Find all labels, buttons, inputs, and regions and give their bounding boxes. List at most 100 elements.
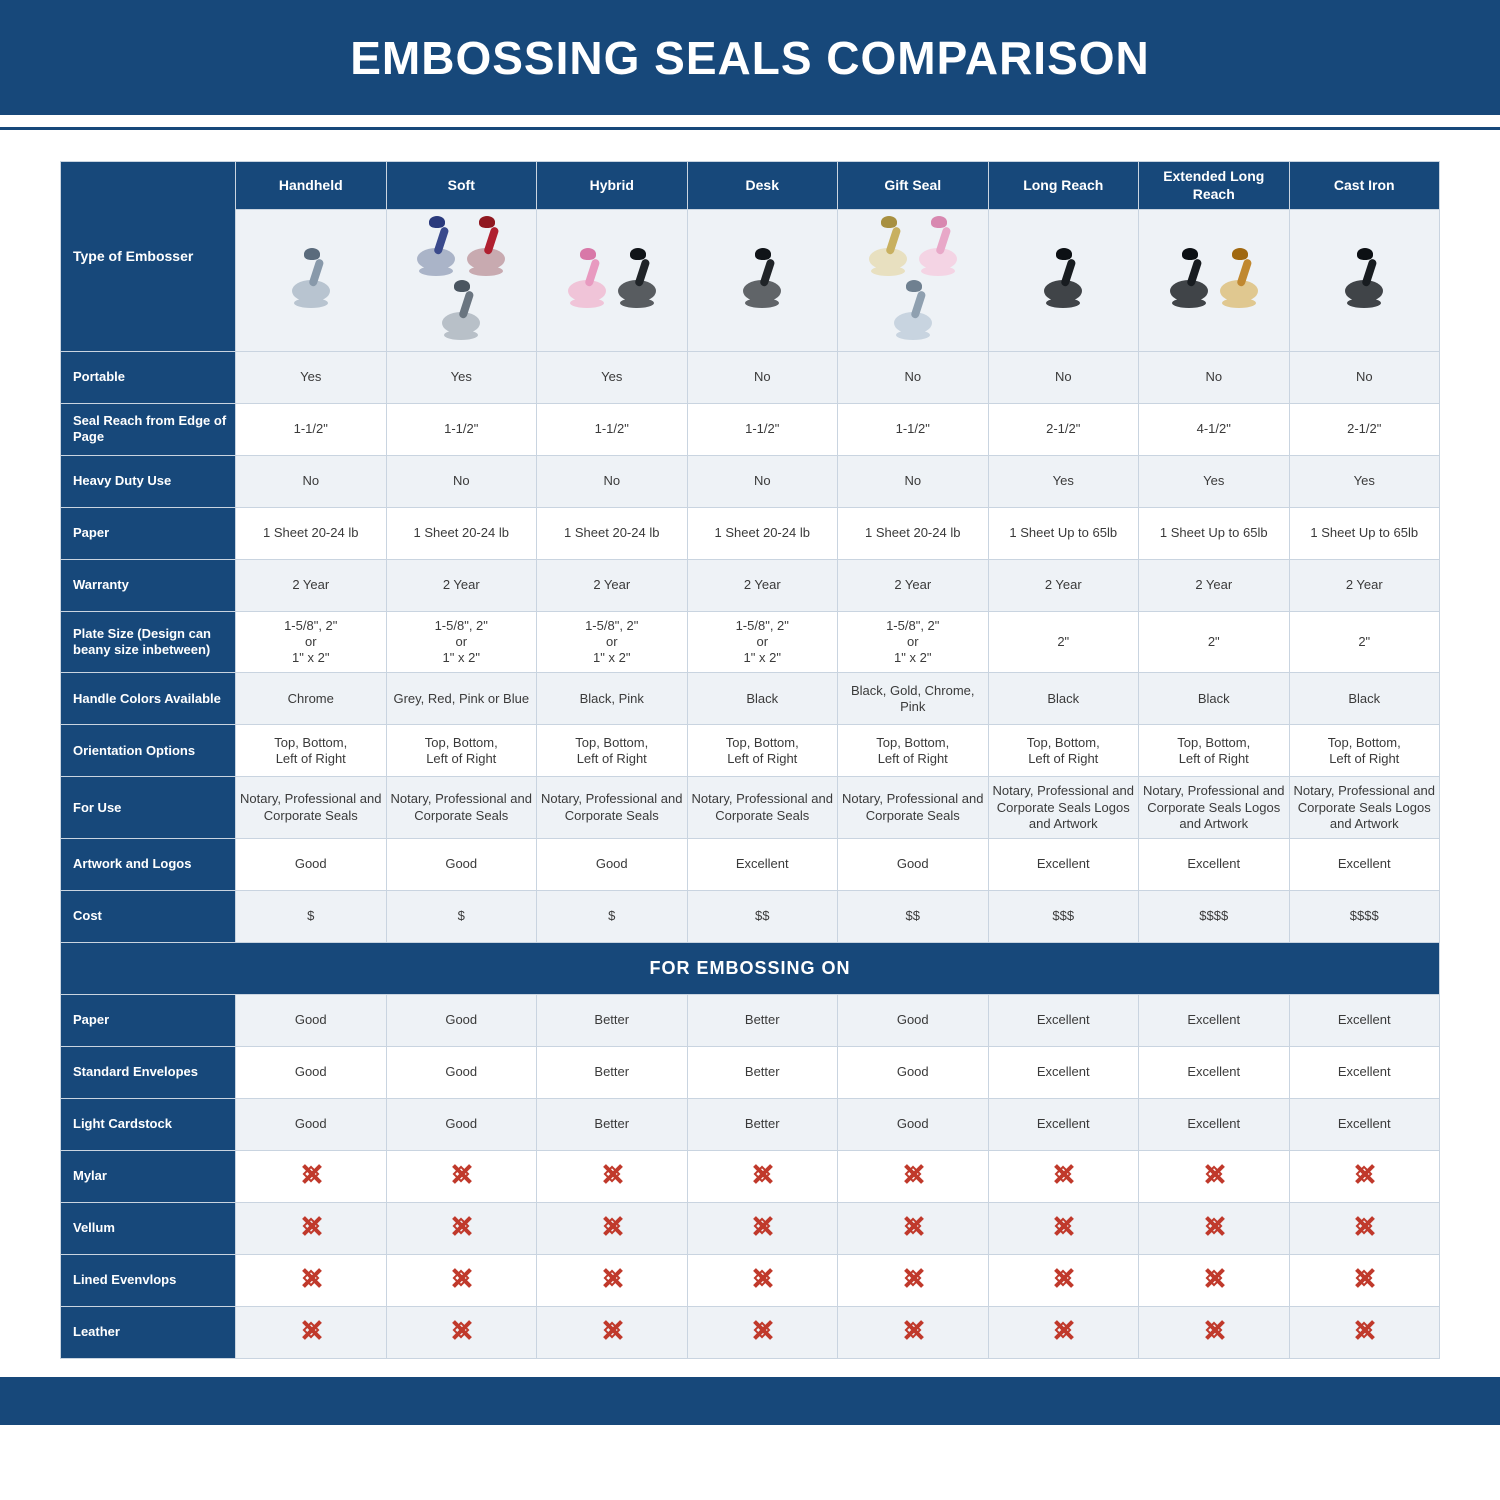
table-cell: Excellent bbox=[1139, 839, 1290, 891]
table-cell: Top, Bottom,Left of Right bbox=[1289, 725, 1440, 777]
table-cell: Black bbox=[1289, 673, 1440, 725]
table-cell: Yes bbox=[236, 351, 387, 403]
embosser-icon bbox=[1040, 248, 1086, 308]
row-label: Warranty bbox=[61, 559, 236, 611]
table-cell bbox=[1289, 1307, 1440, 1359]
table-cell: 1-5/8", 2"or1" x 2" bbox=[838, 611, 989, 673]
embosser-icon bbox=[564, 248, 610, 308]
table-cell: Excellent bbox=[988, 1099, 1139, 1151]
x-icon bbox=[902, 1267, 924, 1289]
table-cell bbox=[386, 1203, 537, 1255]
table-row: Seal Reach from Edge of Page1-1/2"1-1/2"… bbox=[61, 403, 1440, 455]
table-cell: Notary, Professional and Corporate Seals bbox=[386, 777, 537, 839]
table-cell: 1 Sheet Up to 65lb bbox=[1289, 507, 1440, 559]
page-title: EMBOSSING SEALS COMPARISON bbox=[350, 31, 1150, 85]
x-icon bbox=[1353, 1319, 1375, 1341]
table-cell bbox=[1139, 1255, 1290, 1307]
x-icon bbox=[300, 1163, 322, 1185]
x-icon bbox=[1203, 1215, 1225, 1237]
embosser-icon bbox=[614, 248, 660, 308]
table-cell: Yes bbox=[386, 351, 537, 403]
embosser-icon bbox=[915, 216, 961, 276]
table-row: Leather bbox=[61, 1307, 1440, 1359]
table-cell: Excellent bbox=[1289, 839, 1440, 891]
table-cell bbox=[1289, 1151, 1440, 1203]
title-band: EMBOSSING SEALS COMPARISON bbox=[0, 0, 1500, 115]
x-icon bbox=[601, 1267, 623, 1289]
table-cell: Top, Bottom,Left of Right bbox=[988, 725, 1139, 777]
x-icon bbox=[902, 1163, 924, 1185]
table-cell: Black bbox=[988, 673, 1139, 725]
x-icon bbox=[1203, 1163, 1225, 1185]
table-row: Warranty2 Year2 Year2 Year2 Year2 Year2 … bbox=[61, 559, 1440, 611]
row-label: Mylar bbox=[61, 1151, 236, 1203]
column-header: Desk bbox=[687, 162, 838, 210]
x-icon bbox=[751, 1215, 773, 1237]
table-body-main: PortableYesYesYesNoNoNoNoNoSeal Reach fr… bbox=[61, 351, 1440, 943]
embosser-icon bbox=[739, 248, 785, 308]
row-label: Paper bbox=[61, 995, 236, 1047]
x-icon bbox=[300, 1267, 322, 1289]
table-cell: 2" bbox=[1139, 611, 1290, 673]
table-cell: 2 Year bbox=[236, 559, 387, 611]
column-header: Handheld bbox=[236, 162, 387, 210]
table-cell: 2 Year bbox=[838, 559, 989, 611]
table-cell: Good bbox=[386, 995, 537, 1047]
embosser-icon bbox=[1166, 248, 1212, 308]
table-cell: Yes bbox=[1139, 455, 1290, 507]
embosser-icon bbox=[463, 216, 509, 276]
product-image-cell bbox=[236, 210, 387, 352]
table-cell: Better bbox=[537, 1099, 688, 1151]
table-cell: Good bbox=[386, 839, 537, 891]
table-cell: Notary, Professional and Corporate Seals bbox=[236, 777, 387, 839]
table-cell: Excellent bbox=[988, 995, 1139, 1047]
table-cell: Top, Bottom,Left of Right bbox=[838, 725, 989, 777]
table-cell bbox=[687, 1307, 838, 1359]
table-cell: Good bbox=[236, 1047, 387, 1099]
x-icon bbox=[300, 1319, 322, 1341]
row-label: Orientation Options bbox=[61, 725, 236, 777]
x-icon bbox=[751, 1319, 773, 1341]
table-cell bbox=[838, 1307, 989, 1359]
table-cell: Notary, Professional and Corporate Seals bbox=[537, 777, 688, 839]
column-header: Cast Iron bbox=[1289, 162, 1440, 210]
x-icon bbox=[601, 1319, 623, 1341]
embosser-icon bbox=[288, 248, 334, 308]
table-cell: Top, Bottom,Left of Right bbox=[687, 725, 838, 777]
table-cell bbox=[537, 1255, 688, 1307]
table-cell bbox=[1289, 1203, 1440, 1255]
table-cell: No bbox=[838, 351, 989, 403]
table-cell bbox=[838, 1151, 989, 1203]
table-cell: 1 Sheet Up to 65lb bbox=[1139, 507, 1290, 559]
table-cell: No bbox=[1289, 351, 1440, 403]
table-cell: No bbox=[687, 351, 838, 403]
table-cell: Better bbox=[687, 995, 838, 1047]
table-cell: 2 Year bbox=[687, 559, 838, 611]
row-label: Lined Evenvlops bbox=[61, 1255, 236, 1307]
table-cell bbox=[386, 1151, 537, 1203]
table-cell: Top, Bottom,Left of Right bbox=[236, 725, 387, 777]
x-icon bbox=[601, 1215, 623, 1237]
table-cell: Good bbox=[236, 1099, 387, 1151]
table-cell: Excellent bbox=[1289, 1047, 1440, 1099]
x-icon bbox=[450, 1163, 472, 1185]
product-image-row bbox=[61, 210, 1440, 352]
table-cell bbox=[236, 1255, 387, 1307]
row-label: Leather bbox=[61, 1307, 236, 1359]
table-cell: Notary, Professional and Corporate Seals bbox=[838, 777, 989, 839]
column-header: Soft bbox=[386, 162, 537, 210]
table-cell: $$$ bbox=[988, 891, 1139, 943]
table-cell: Notary, Professional and Corporate Seals bbox=[687, 777, 838, 839]
x-icon bbox=[751, 1163, 773, 1185]
product-image-cell bbox=[537, 210, 688, 352]
table-row: Light CardstockGoodGoodBetterBetterGoodE… bbox=[61, 1099, 1440, 1151]
table-cell bbox=[386, 1255, 537, 1307]
column-header: Long Reach bbox=[988, 162, 1139, 210]
table-cell: No bbox=[838, 455, 989, 507]
embosser-icon bbox=[438, 280, 484, 340]
x-icon bbox=[902, 1215, 924, 1237]
table-cell: Excellent bbox=[687, 839, 838, 891]
comparison-table: Type of EmbosserHandheldSoftHybridDeskGi… bbox=[60, 161, 1440, 1359]
row-label: Portable bbox=[61, 351, 236, 403]
x-icon bbox=[450, 1267, 472, 1289]
